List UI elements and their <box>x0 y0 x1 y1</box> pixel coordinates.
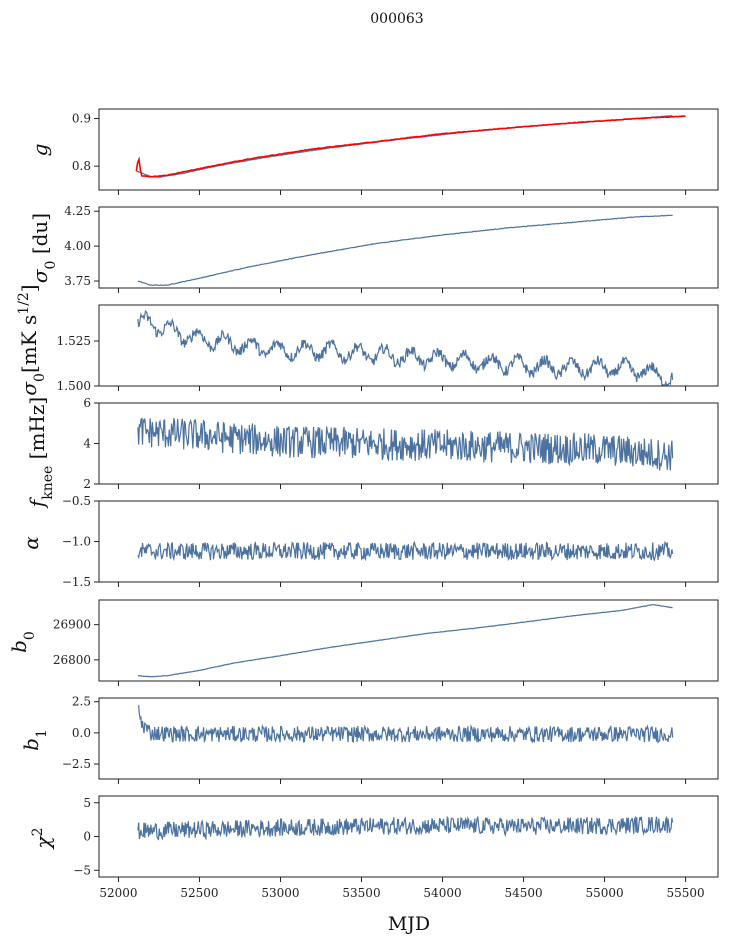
panel-7: −2.5 0.0 2.5 b1 <box>19 695 719 784</box>
y-tick-label: 0 <box>83 830 91 844</box>
y-axis-label: σ0 [du] <box>28 213 59 283</box>
y-axis-label: b1 <box>19 729 50 751</box>
panel-frame <box>98 304 719 387</box>
y-axis-label: α <box>19 536 43 550</box>
panel-frame <box>98 108 719 191</box>
x-tick-label: 54000 <box>423 886 461 900</box>
panel-5: −1.5 −1.0 −0.5 α <box>19 494 719 589</box>
series-line <box>137 310 674 386</box>
panel-2: 3.75 4.00 4.25 σ0 [du] <box>28 204 719 293</box>
y-tick-label: −0.5 <box>62 494 91 508</box>
series-line <box>137 214 673 287</box>
x-tick-label: 55500 <box>666 886 704 900</box>
y-axis-label: g <box>28 144 52 157</box>
x-tick-label: 52000 <box>99 886 137 900</box>
y-axis-label: fknee [mHz] <box>25 397 56 509</box>
y-tick-label: 2.5 <box>72 695 91 709</box>
panel-4: 2 4 6 fknee [mHz] <box>25 396 719 509</box>
y-tick-label: 0.8 <box>72 159 91 173</box>
panel-3: 1.500 1.525 σ0[mK s1/2] <box>16 284 719 396</box>
y-tick-label: 0.9 <box>72 112 91 126</box>
x-tick-label: 53000 <box>261 886 299 900</box>
y-tick-label: 3.75 <box>64 274 91 288</box>
overlay-line <box>135 115 686 178</box>
x-tick-label: 54500 <box>504 886 542 900</box>
panel-frame <box>98 402 719 485</box>
x-tick-label: 52500 <box>180 886 218 900</box>
series-line <box>137 705 674 744</box>
panel-frame <box>98 795 719 878</box>
figure-title: 000063 <box>370 11 423 27</box>
y-tick-label: 26800 <box>53 653 91 667</box>
panels: 0.8 0.9 g 3.75 4.00 4.25 σ0 [du] 1.500 1.525 σ0[m… <box>7 108 719 900</box>
y-tick-label: −2.5 <box>62 757 91 771</box>
series-line <box>137 540 674 562</box>
y-tick-label: 0.0 <box>72 726 91 740</box>
y-tick-label: 4.00 <box>64 239 91 253</box>
y-tick-label: 1.525 <box>57 334 91 348</box>
y-tick-label: −1.0 <box>62 535 91 549</box>
y-tick-label: 26900 <box>53 618 91 632</box>
series-line <box>136 114 673 178</box>
y-axis-label: σ0[mK s1/2] <box>16 284 48 395</box>
y-axis-label: χ2 <box>30 827 55 850</box>
y-tick-label: −1.5 <box>62 575 91 589</box>
panel-8: −5 0 5 χ2 <box>30 795 719 882</box>
panel-1: 0.8 0.9 g <box>28 108 719 195</box>
panel-6: 26800 26900 b0 <box>7 599 719 686</box>
series-line <box>137 815 674 841</box>
x-tick-label: 55000 <box>585 886 623 900</box>
y-tick-label: 6 <box>83 396 91 410</box>
panel-frame <box>98 599 719 682</box>
series-line <box>137 417 674 471</box>
panel-frame <box>98 697 719 780</box>
y-tick-label: 1.500 <box>57 379 91 393</box>
y-tick-label: 2 <box>83 477 91 491</box>
panel-frame <box>98 206 719 289</box>
y-tick-label: 5 <box>83 796 91 810</box>
x-tick-label: 53500 <box>342 886 380 900</box>
series-line <box>137 604 673 678</box>
y-tick-label: 4.25 <box>64 204 91 218</box>
y-axis-label: b0 <box>7 631 38 653</box>
x-axis-label: MJD <box>388 913 430 935</box>
y-tick-label: −5 <box>73 863 91 877</box>
panel-frame <box>98 500 719 583</box>
y-tick-label: 4 <box>83 437 91 451</box>
